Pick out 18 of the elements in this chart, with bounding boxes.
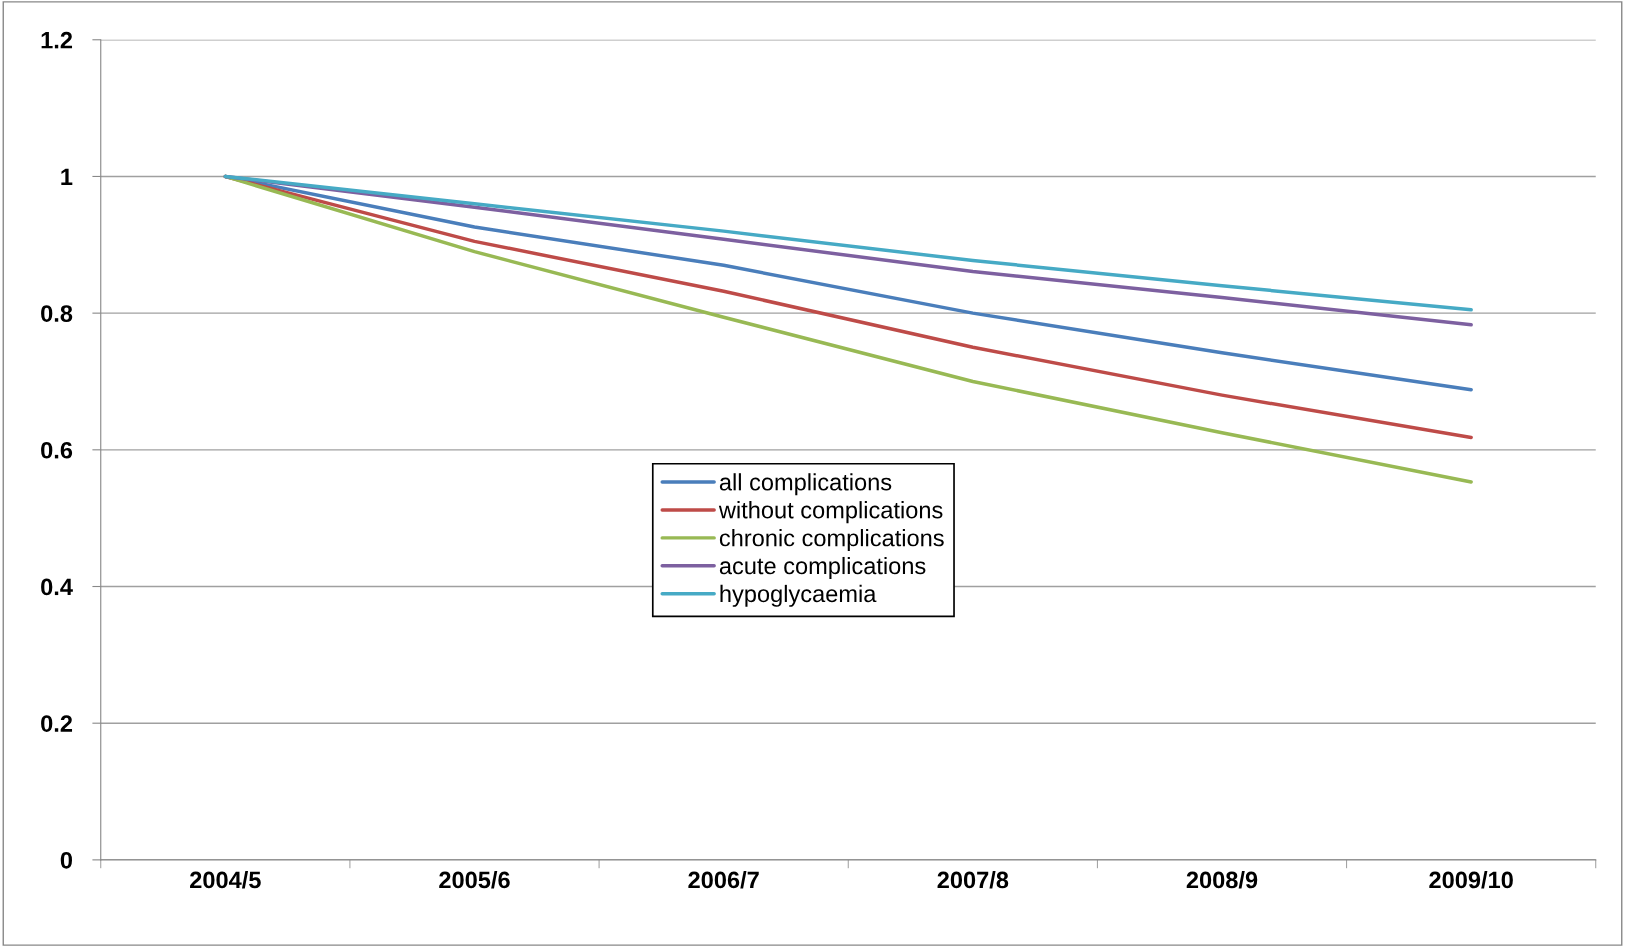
legend-label: all complications (719, 473, 892, 496)
y-tick-label: 1.2 (41, 31, 73, 49)
y-tick-label: 0.6 (41, 441, 73, 459)
x-tick-label: 2007/8 (937, 870, 1009, 889)
x-tick-label: 2004/5 (190, 870, 261, 889)
legend-label: chronic complications (719, 529, 944, 552)
x-tick-label: 2009/10 (1429, 870, 1513, 889)
y-tick-label: 1 (61, 168, 73, 186)
x-tick-label: 2008/9 (1186, 870, 1258, 889)
legend-label: without complications (718, 501, 943, 524)
x-tick-label: 2005/6 (439, 870, 510, 889)
y-tick-label: 0.4 (41, 578, 73, 596)
y-tick-label: 0.8 (41, 305, 73, 322)
x-tick-label: 2006/7 (688, 870, 759, 889)
legend-label: hypoglycaemia (720, 584, 877, 607)
legend-label: acute complications (719, 556, 926, 579)
y-tick-label: 0 (60, 851, 73, 869)
y-tick-label: 0.2 (41, 715, 73, 732)
